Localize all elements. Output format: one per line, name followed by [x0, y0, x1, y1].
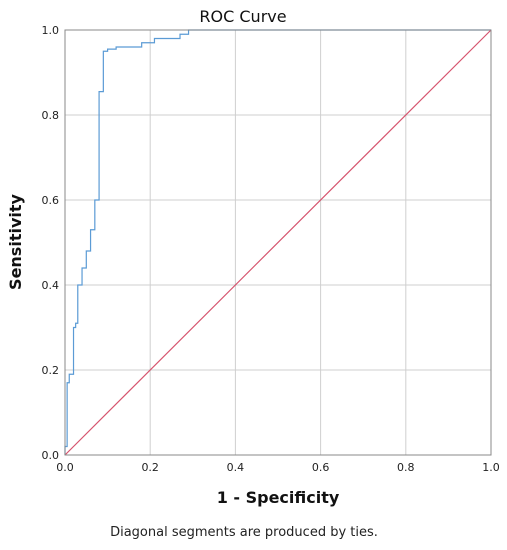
tick-labels: 0.0 0.2 0.4 0.6 0.8 1.0 0.0 0.2 0.4 0.6 0.8 1.0 [42, 24, 500, 474]
y-tick-label: 0.0 [42, 449, 60, 462]
roc-curve-line [64, 29, 491, 455]
reference-diagonal-line [64, 29, 492, 456]
x-tick-label: 0.4 [227, 461, 245, 474]
x-tick-label: 0.8 [397, 461, 415, 474]
y-tick-label: 1.0 [42, 24, 60, 37]
x-tick-label: 0.0 [56, 461, 74, 474]
y-axis-title: Sensitivity [6, 193, 25, 289]
x-axis-title: 1 - Specificity [217, 488, 340, 507]
chart-title: ROC Curve [199, 7, 286, 26]
y-tick-label: 0.2 [42, 364, 60, 377]
y-tick-label: 0.6 [42, 194, 60, 207]
y-tick-label: 0.4 [42, 279, 60, 292]
plot-frame [64, 29, 492, 456]
footnote: Diagonal segments are produced by ties. [110, 525, 378, 540]
x-tick-label: 0.2 [141, 461, 159, 474]
x-tick-label: 1.0 [482, 461, 500, 474]
series-group [64, 29, 492, 456]
x-tick-label: 0.6 [312, 461, 330, 474]
y-tick-label: 0.8 [42, 109, 60, 122]
